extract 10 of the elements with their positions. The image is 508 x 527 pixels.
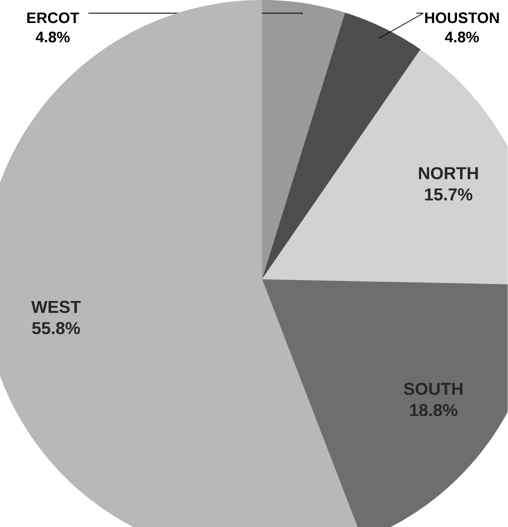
data-label: 4.8% xyxy=(36,32,70,42)
data-label: 15.7% xyxy=(425,188,472,200)
data-label: 55.8% xyxy=(32,322,80,334)
data-label: 18.8% xyxy=(410,404,458,416)
slice-label: ERCOT xyxy=(27,12,80,24)
slice-label: SOUTH xyxy=(404,382,463,395)
data-label: 4.8% xyxy=(445,32,480,42)
slice-label: WEST xyxy=(31,300,81,313)
slice-label: HOUSTON xyxy=(425,12,499,24)
slice-label: NORTH xyxy=(419,167,478,180)
